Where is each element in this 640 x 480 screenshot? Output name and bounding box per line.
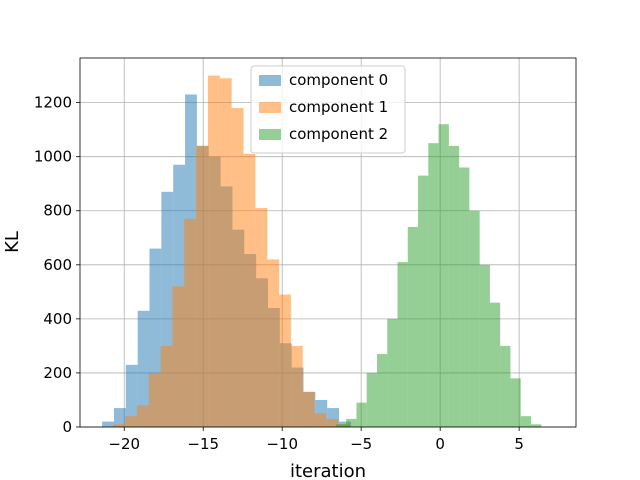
histogram-bar: [366, 372, 377, 427]
histogram-bar: [113, 408, 126, 427]
x-tick-label: 5: [514, 435, 524, 453]
y-tick-label: 0: [62, 418, 72, 436]
histogram-bar: [137, 310, 150, 427]
histogram-bar: [489, 302, 501, 427]
histogram-bar: [376, 354, 388, 427]
histogram-bar: [397, 262, 408, 427]
histogram-bar: [243, 153, 256, 427]
x-axis-label: iteration: [290, 461, 366, 480]
histogram-bar: [136, 405, 149, 427]
histogram-bar: [469, 210, 480, 427]
histogram-bar: [438, 124, 449, 427]
histogram-bar: [267, 259, 280, 427]
x-tick-label: 0: [435, 435, 445, 453]
histogram-bar: [459, 167, 470, 427]
histogram-bar: [196, 145, 208, 427]
histogram-bar: [148, 372, 161, 427]
histogram-bar: [172, 286, 185, 427]
histogram-bar: [335, 424, 347, 427]
histogram-bar: [387, 318, 398, 427]
plot-area-frame: [79, 57, 577, 428]
histogram-bar: [500, 345, 511, 427]
histogram-bar: [418, 175, 429, 427]
x-tick-label: −20: [108, 435, 140, 453]
histogram-bar: [231, 108, 244, 427]
series-1-bars: [113, 75, 351, 428]
y-tick-label: 800: [43, 202, 72, 220]
y-tick-label: 200: [43, 364, 72, 382]
x-tick-label: −5: [350, 435, 372, 453]
histogram-bar: [161, 191, 174, 427]
histogram-bar: [326, 418, 339, 427]
histogram-bar: [184, 218, 197, 427]
legend-label: component 2: [289, 125, 388, 143]
histogram-bar: [327, 408, 340, 427]
histogram-bar: [479, 264, 490, 427]
series-2-bars: [335, 124, 542, 427]
histogram-bar: [520, 416, 531, 427]
y-tick-label: 400: [43, 310, 72, 328]
histogram-bar: [290, 345, 303, 427]
x-tick-label: −15: [187, 435, 219, 453]
histogram-bar: [255, 208, 268, 427]
histogram-bar: [302, 391, 315, 427]
histogram-bar: [125, 416, 137, 427]
legend-swatch: [259, 102, 281, 113]
legend: component 0 component 1 component 2: [250, 65, 406, 154]
y-tick-label: 1000: [34, 148, 72, 166]
histogram-bar: [125, 364, 138, 427]
legend-label: component 0: [289, 71, 388, 89]
legend-swatch: [259, 129, 281, 140]
histogram-bar: [407, 226, 419, 427]
histogram-bar: [346, 418, 357, 427]
y-tick-label: 600: [43, 256, 72, 274]
histogram-bar: [428, 143, 439, 427]
histogram-bar: [279, 294, 291, 427]
histogram-bar: [448, 145, 460, 427]
y-axis-label: KL: [2, 231, 23, 253]
histogram-bar: [219, 78, 232, 428]
histogram-bar: [530, 424, 542, 427]
legend-box: [250, 65, 406, 154]
legend-label: component 1: [289, 98, 388, 116]
y-tick-label: 1200: [34, 94, 72, 112]
x-tick-label: −10: [266, 435, 298, 453]
axis-ticks: −20 −15 −10 −5 0 5 0 200 400 600 800 1000 1200: [34, 94, 524, 453]
histogram-bar: [510, 378, 521, 427]
histogram-bars: [102, 75, 542, 428]
histogram-bar: [160, 345, 173, 427]
legend-swatch: [259, 75, 281, 86]
histogram-bar: [207, 75, 220, 428]
histogram-bar: [149, 248, 162, 427]
histogram-bar: [113, 424, 126, 427]
histogram-bar: [356, 402, 367, 427]
histogram-bar: [314, 413, 327, 427]
histogram-bar: [102, 421, 114, 427]
